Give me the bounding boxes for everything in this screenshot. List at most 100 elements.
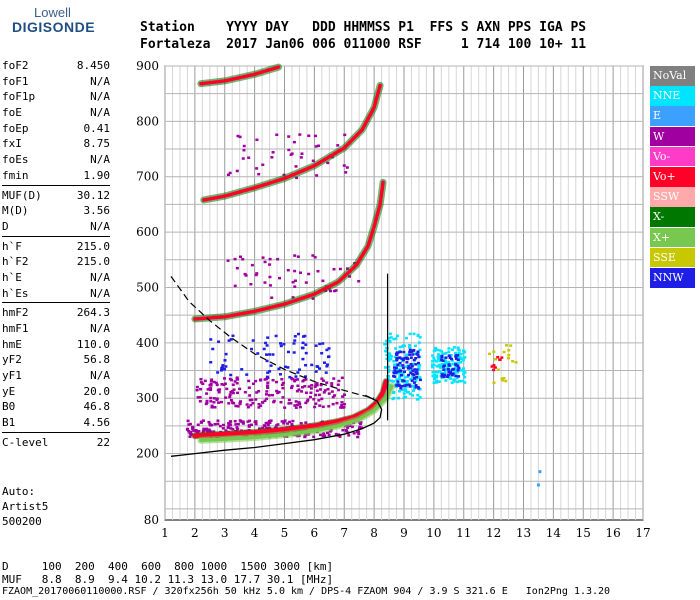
echo-pixel — [345, 267, 349, 270]
echo-pixel — [458, 379, 462, 383]
echo-pixel — [295, 389, 299, 393]
echo-pixel — [360, 426, 364, 430]
param-value: 4.56 — [83, 416, 111, 430]
echo-pixel — [414, 379, 418, 383]
echo-pixel — [282, 422, 286, 425]
echo-pixel — [281, 396, 285, 399]
param-row: yF1 N/A — [2, 368, 110, 384]
echo-pixel — [438, 349, 442, 352]
param-name: foE — [2, 106, 22, 120]
echo-pixel — [271, 393, 275, 397]
param-name: yF2 — [2, 353, 22, 367]
echo-pixel — [206, 388, 210, 391]
echo-pixel — [389, 355, 393, 358]
echo-pixel — [228, 395, 232, 399]
echo-pixel — [277, 367, 281, 371]
echo-pixel — [281, 386, 285, 390]
echo-pixel — [327, 392, 331, 395]
echo-pixel — [250, 398, 254, 402]
echo-pixel — [415, 375, 419, 379]
echo-pixel — [188, 435, 192, 438]
echo-pixel — [444, 356, 448, 359]
echo-pixel — [195, 385, 199, 389]
echo-pixel — [457, 366, 461, 370]
echo-pixel — [401, 364, 405, 367]
echo-pixel — [274, 334, 278, 338]
echo-pixel — [389, 357, 393, 361]
echo-pixel — [396, 383, 400, 386]
echo-pixel — [350, 425, 354, 429]
echo-pixel — [437, 363, 441, 367]
echo-pixel — [340, 401, 344, 404]
echo-pixel — [268, 284, 272, 287]
footer-file-info: FZAOM_20170060110000.RSF / 320fx256h 50 … — [2, 586, 611, 597]
echo-pixel — [440, 373, 444, 376]
echo-pixel — [218, 388, 222, 391]
echo-pixel — [463, 371, 467, 374]
echo-pixel — [411, 369, 415, 372]
echo-pixel — [236, 391, 240, 395]
echo-pixel — [417, 376, 421, 379]
echo-pixel — [414, 356, 418, 360]
echo-pixel — [254, 379, 258, 383]
echo-pixel — [295, 403, 299, 407]
echo-pixel — [317, 144, 321, 148]
echo-pixel — [404, 365, 408, 368]
echo-pixel — [434, 346, 438, 350]
echo-pixel — [296, 255, 300, 258]
legend-item-w: W — [650, 126, 695, 147]
echo-pixel — [442, 368, 446, 371]
echo-pixel — [336, 383, 340, 386]
echo-pixel — [514, 361, 518, 364]
param-value: N/A — [90, 90, 110, 104]
echo-pixel — [339, 406, 343, 409]
echo-pixel — [459, 357, 463, 361]
param-value: 3.56 — [83, 204, 111, 218]
echo-pixel — [263, 399, 267, 402]
echo-pixel — [196, 396, 200, 399]
legend-item-ssw: SSW — [650, 187, 695, 207]
echo-pixel — [232, 401, 236, 405]
echo-pixel — [264, 353, 268, 356]
x-tick-label: 11 — [456, 526, 471, 540]
legend-item-sse: SSE — [650, 247, 695, 268]
echo-pixel — [235, 376, 239, 379]
echo-pixel — [201, 382, 205, 386]
echo-pixel — [404, 336, 408, 340]
echo-pixel — [290, 377, 294, 381]
echo-pixel — [233, 257, 237, 261]
echo-pixel — [256, 352, 260, 355]
echo-pixel — [443, 352, 447, 355]
y-tick-label: 200 — [136, 447, 159, 461]
echo-pixel — [315, 365, 319, 368]
footer-muf-row: MUF 8.8 8.9 9.4 10.2 11.3 13.0 17.7 30.1… — [2, 573, 334, 586]
echo-pixel — [249, 423, 253, 427]
echo-pixel — [293, 339, 297, 342]
echo-pixel — [234, 423, 238, 426]
echo-pixel — [328, 430, 332, 433]
echo-pixel — [416, 394, 420, 397]
echo-pixel — [243, 390, 247, 394]
echo-pixel — [322, 391, 326, 394]
echo-pixel — [238, 135, 242, 139]
echo-pixel — [300, 390, 304, 393]
echo-pixel — [220, 366, 224, 369]
echo-pixel — [440, 375, 444, 378]
echo-pixel — [356, 430, 360, 434]
echo-pixel — [229, 427, 233, 430]
echo-pixel — [325, 431, 329, 435]
echo-pixel — [198, 396, 202, 399]
echo-pixel — [341, 428, 345, 432]
echo-trace — [192, 379, 389, 439]
echo-pixel — [325, 365, 329, 368]
echo-pixel — [388, 353, 392, 357]
echo-pixel — [398, 375, 402, 378]
echo-pixel — [450, 381, 454, 385]
echo-pixel — [444, 367, 448, 371]
echo-pixel — [409, 362, 413, 366]
echo-pixel — [410, 379, 414, 382]
echo-pixel — [291, 296, 295, 299]
echo-pixel — [263, 281, 267, 284]
echo-pixel — [333, 289, 337, 293]
